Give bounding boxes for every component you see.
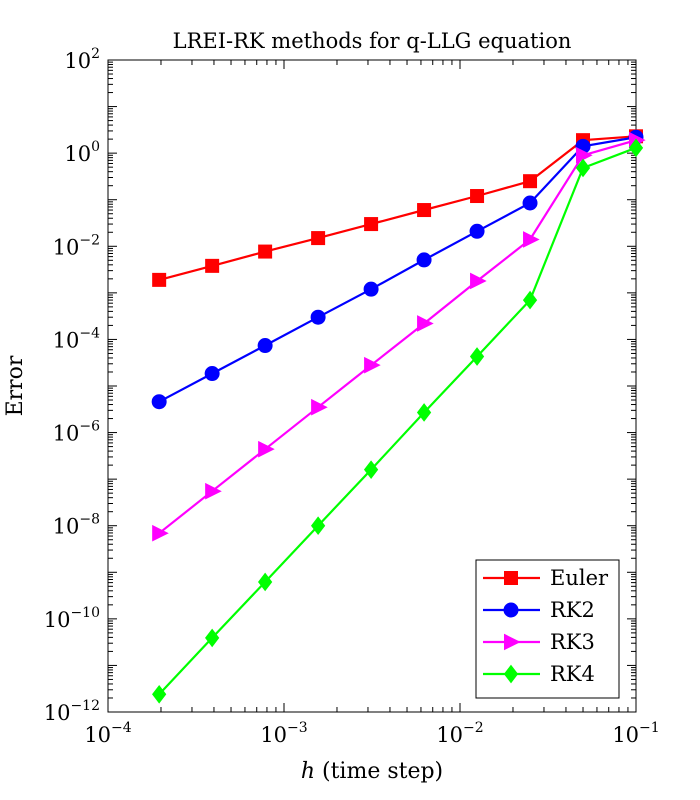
legend-marker-rk4 — [503, 664, 519, 684]
y-tick-label-exponent: 2 — [91, 46, 100, 62]
y-tick-label-base: 10 — [53, 235, 80, 259]
legend-marker-rk2 — [503, 602, 519, 618]
rk2-point — [257, 338, 273, 354]
rk4-point — [416, 403, 432, 422]
rk2-line — [158, 136, 637, 403]
x-tick-label-exponent: −4 — [111, 720, 132, 736]
tick-labels: 10−4 10−3 10−2 10−110−1210−1010−810−610−410… — [44, 46, 660, 747]
rk2-point — [416, 252, 432, 268]
x-tick-label-exponent: −2 — [463, 720, 484, 736]
axis-ticks — [107, 59, 637, 713]
y-tick-label: 100 — [64, 139, 100, 166]
euler-point — [417, 203, 432, 218]
y-tick-label: 10−4 — [53, 325, 100, 352]
x-axis-label: h (time step) — [301, 759, 443, 784]
x-tick-label: 10−3 — [260, 720, 307, 747]
legend-item-rk3: RK3 — [483, 630, 595, 654]
rk3-point — [205, 482, 222, 500]
y-tick-label-base: 10 — [44, 608, 71, 632]
rk2-point — [204, 366, 220, 382]
x-tick-label-base: 10 — [84, 723, 111, 747]
rk2-point — [469, 223, 485, 239]
x-tick-label-base: 10 — [260, 723, 287, 747]
y-tick-label-base: 10 — [53, 422, 80, 446]
y-tick-label: 102 — [64, 46, 100, 73]
legend-item-euler: Euler — [483, 566, 609, 590]
y-tick-label-exponent: −6 — [79, 419, 100, 435]
series-rk4 — [152, 138, 644, 704]
euler-line — [158, 135, 637, 281]
rk3-point — [470, 272, 487, 290]
rk4-point — [469, 347, 485, 366]
rk2-point — [151, 394, 167, 410]
y-tick-label-exponent: −4 — [79, 325, 100, 341]
rk3-point — [152, 524, 169, 542]
legend-label-euler: Euler — [550, 566, 609, 590]
euler-point — [205, 258, 220, 273]
series-layer — [151, 129, 646, 704]
y-tick-label: 10−12 — [44, 698, 100, 725]
y-axis-label: Error — [3, 355, 28, 416]
rk4-point — [205, 628, 220, 648]
rk4-point — [522, 290, 538, 310]
legend-label-rk3: RK3 — [550, 630, 595, 654]
rk4-point — [628, 138, 644, 158]
y-tick-label-base: 10 — [53, 328, 80, 352]
legend-item-rk4: RK4 — [483, 662, 595, 686]
legend-label-rk2: RK2 — [550, 598, 595, 622]
x-tick-label: 10−2 — [436, 720, 483, 747]
legend-label-rk4: RK4 — [550, 662, 595, 686]
y-tick-label: 10−2 — [53, 232, 100, 259]
rk4-line — [158, 146, 637, 696]
x-axis-label-text: (time step) — [315, 759, 443, 784]
rk4-point — [363, 460, 379, 479]
y-tick-label: 10−6 — [53, 419, 100, 446]
x-tick-label-exponent: −1 — [639, 720, 660, 736]
y-tick-label: 10−8 — [53, 512, 100, 539]
rk4-point — [575, 158, 591, 178]
euler-point — [364, 217, 379, 232]
x-tick-label-base: 10 — [612, 723, 639, 747]
y-tick-label-exponent: −2 — [79, 232, 100, 248]
rk3-point — [258, 440, 275, 458]
euler-point — [311, 231, 326, 246]
y-tick-label-base: 10 — [64, 49, 91, 73]
euler-point — [523, 174, 538, 189]
y-tick-label-base: 10 — [44, 701, 71, 725]
legend: Euler RK2 RK3 RK4 — [475, 559, 620, 699]
rk3-point — [417, 315, 434, 332]
x-tick-label: 10−4 — [84, 720, 131, 747]
y-tick-label: 10−10 — [44, 605, 100, 632]
rk2-point — [522, 195, 538, 211]
euler-point — [258, 244, 273, 259]
x-tick-label-exponent: −3 — [287, 720, 308, 736]
rk3-line — [158, 139, 637, 535]
legend-marker-euler — [504, 571, 518, 585]
y-tick-label-exponent: −12 — [70, 698, 100, 714]
x-tick-label-base: 10 — [436, 723, 463, 747]
rk3-point — [364, 356, 381, 374]
legend-marker-rk3 — [504, 633, 521, 651]
rk4-point — [152, 684, 167, 704]
rk4-point — [258, 572, 273, 592]
y-tick-label-base: 10 — [53, 515, 80, 539]
rk3-point — [523, 231, 540, 248]
rk3-point — [576, 146, 593, 164]
y-tick-label-base: 10 — [64, 142, 91, 166]
chart-title: LREI-RK methods for q-LLG equation — [173, 29, 572, 53]
y-tick-label-exponent: 0 — [91, 139, 100, 155]
x-tick-label: 10−1 — [612, 720, 659, 747]
euler-point — [470, 189, 485, 204]
rk4-point — [310, 516, 326, 536]
rk3-point — [311, 398, 328, 416]
y-tick-label-exponent: −10 — [70, 605, 100, 621]
y-tick-label-exponent: −8 — [79, 512, 100, 528]
legend-item-rk2: RK2 — [483, 598, 595, 622]
rk2-point — [310, 309, 326, 325]
rk2-point — [363, 281, 379, 297]
euler-point — [152, 272, 167, 287]
x-axis-label-variable: h — [301, 759, 315, 784]
